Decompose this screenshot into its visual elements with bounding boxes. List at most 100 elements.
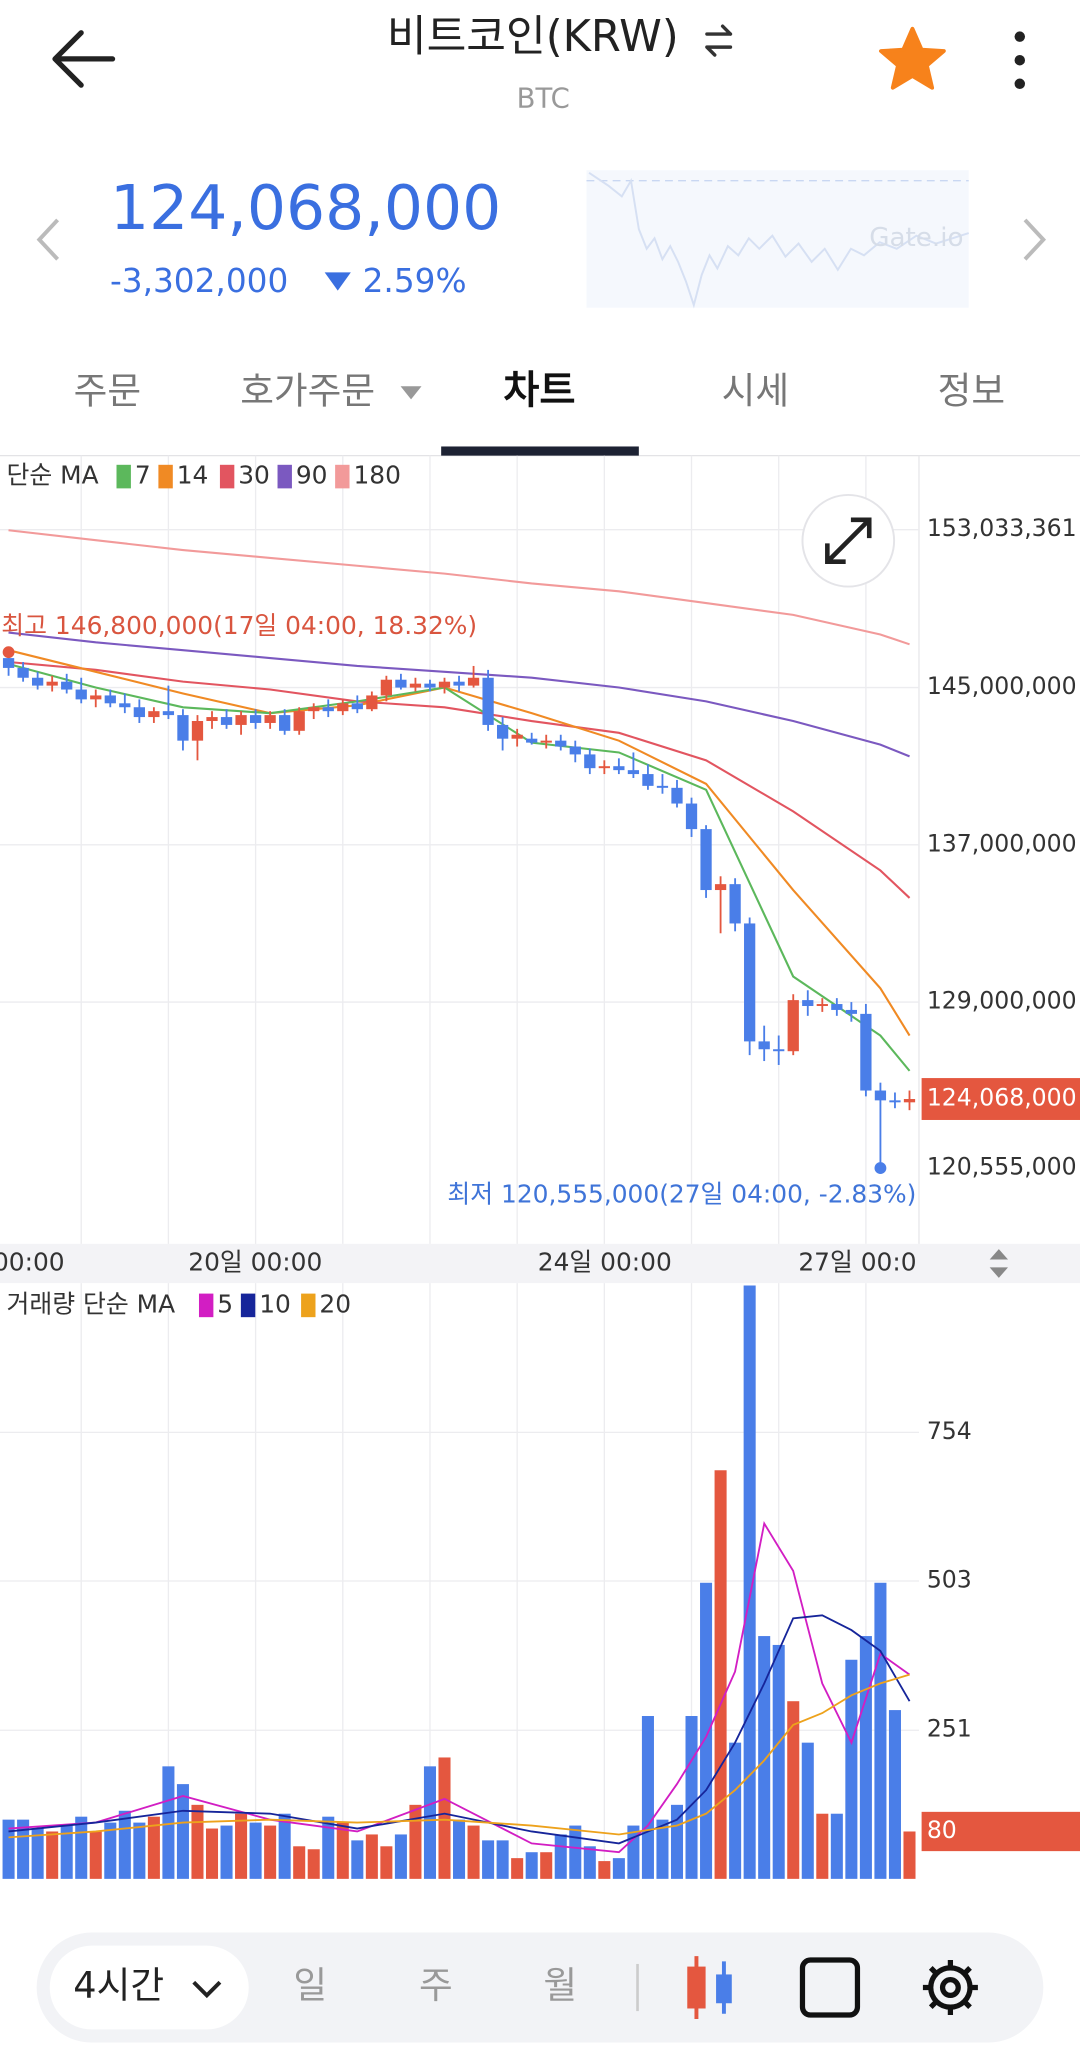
candle-body — [860, 1013, 872, 1091]
candle-body — [235, 715, 247, 725]
period[interactable]: 일 — [293, 1964, 327, 2007]
volume-bar — [147, 1816, 160, 1879]
candle-body — [162, 711, 175, 716]
volume-chart: 251 503 754 5 10 20 80 — [0, 1283, 1080, 1879]
legend-label: 7 — [135, 461, 151, 490]
candle-body — [424, 683, 436, 688]
candle-body — [32, 677, 44, 686]
tab[interactable]: 시세 — [722, 369, 789, 412]
candle-body — [220, 717, 233, 725]
current-price: 124,068,000 — [110, 172, 501, 244]
legend-label: 14 — [177, 461, 209, 490]
tab[interactable]: 주문 — [74, 369, 141, 412]
candle-body — [729, 884, 741, 924]
chart-type-icon[interactable] — [687, 1956, 732, 2019]
y-tick-label: 503 — [927, 1565, 972, 1593]
drawing-tool-icon[interactable] — [799, 1957, 861, 2018]
volume-bar — [17, 1819, 30, 1879]
candle-body — [744, 923, 756, 1042]
candle-body — [555, 740, 567, 747]
volume-bar — [60, 1825, 73, 1879]
volume-bar — [264, 1825, 277, 1879]
volume-bar — [540, 1852, 553, 1879]
volume-bar — [205, 1828, 219, 1879]
candle-body — [685, 803, 698, 830]
y-tick-label: 145,000,000 — [927, 672, 1077, 700]
candle-body — [119, 703, 131, 708]
volume-bar — [365, 1834, 378, 1879]
period[interactable]: 월 — [543, 1964, 577, 2007]
legend-title: 거래량 단순 MA — [7, 1289, 176, 1318]
price-change: -3,302,000 — [110, 262, 288, 300]
interval-chevron — [192, 1980, 222, 1999]
favorite-star[interactable] — [879, 26, 946, 90]
volume-bar — [220, 1825, 233, 1879]
menu-button[interactable] — [1014, 31, 1026, 90]
volume-ma-line — [8, 1614, 911, 1845]
x-tick-label: 27일 00:0 — [798, 1247, 916, 1276]
volume-bar — [235, 1813, 248, 1879]
volume-bar — [336, 1822, 349, 1879]
candle-body — [526, 738, 538, 743]
candle-body — [627, 770, 640, 775]
candle-body — [889, 1100, 901, 1103]
expand-button[interactable] — [801, 493, 896, 588]
period[interactable]: 주 — [419, 1964, 453, 2007]
candle-body — [177, 715, 189, 741]
candle-body — [380, 679, 393, 696]
candle-body — [438, 681, 451, 688]
candle-body — [656, 785, 669, 788]
volume-bar — [394, 1834, 407, 1879]
volume-bar — [307, 1849, 320, 1879]
next-button[interactable] — [1023, 218, 1047, 261]
candle-body — [206, 717, 218, 721]
candle-body — [279, 715, 291, 731]
scale-toggle[interactable] — [989, 1249, 1008, 1278]
interval-pill[interactable] — [49, 1945, 249, 2030]
swap-icon[interactable] — [705, 24, 733, 57]
tab[interactable]: 정보 — [938, 369, 1005, 412]
candle-body — [366, 695, 378, 710]
legend-swatch — [219, 464, 235, 489]
candle-body — [584, 754, 596, 769]
y-tick-label: 754 — [927, 1417, 972, 1445]
volume-bar — [816, 1813, 829, 1879]
settings-icon[interactable] — [922, 1960, 978, 2016]
x-tick-label: 20일 00:00 — [188, 1247, 322, 1276]
volume-bar — [467, 1825, 480, 1879]
volume-bar — [453, 1819, 466, 1879]
interval[interactable]: 4시간 — [73, 1964, 164, 2007]
volume-bar — [787, 1701, 800, 1879]
low-price-label: 120,555,000 — [927, 1153, 1077, 1181]
volume-bar — [511, 1858, 524, 1879]
volume-bar — [700, 1582, 713, 1879]
candle-body — [395, 679, 407, 688]
tab-active[interactable]: 차트 — [503, 368, 575, 413]
volume-bar — [380, 1846, 393, 1879]
candle-body — [75, 689, 87, 700]
candle-body — [453, 681, 465, 686]
candle-body — [482, 677, 494, 725]
volume-bar — [2, 1819, 15, 1879]
volume-bar — [758, 1636, 771, 1879]
candle-body — [61, 681, 73, 690]
time-axis-band — [0, 1243, 1080, 1284]
legend-swatch — [198, 1293, 214, 1318]
back-button[interactable] — [52, 30, 116, 88]
ma-line — [8, 529, 910, 646]
candle-body — [700, 829, 712, 891]
candle-body — [322, 707, 334, 712]
volume-bar — [482, 1840, 495, 1879]
legend-swatch — [158, 464, 173, 489]
change-rate: 2.59% — [363, 262, 467, 300]
volume-bar — [351, 1840, 364, 1879]
prev-button[interactable] — [36, 218, 60, 261]
candle-body — [496, 724, 509, 739]
bottom-bar — [36, 1932, 1044, 2043]
volume-bar — [525, 1852, 538, 1879]
high-annotation: 최고 146,800,000(17일 04:00, 18.32%) — [1, 611, 477, 640]
low-marker — [874, 1162, 887, 1174]
tab[interactable]: 호가주문 — [240, 369, 375, 412]
